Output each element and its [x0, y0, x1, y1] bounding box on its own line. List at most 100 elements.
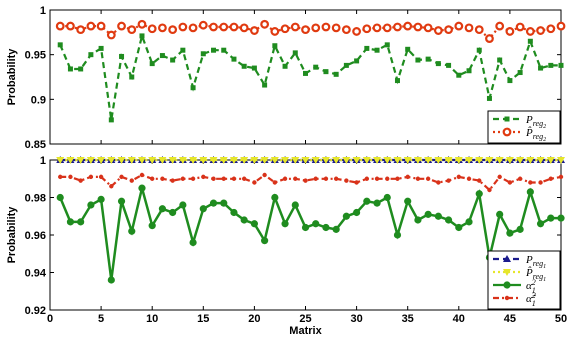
data-point — [262, 82, 268, 88]
x-tick-label: 30 — [350, 313, 362, 325]
data-point — [342, 157, 351, 164]
data-point — [301, 157, 310, 164]
legend-label: α̃2 1 — [526, 291, 537, 308]
data-point — [160, 176, 165, 181]
x-tick-label: 10 — [146, 313, 158, 325]
x-tick-label: 15 — [197, 313, 209, 325]
data-point — [413, 157, 422, 164]
legend-box — [487, 250, 561, 310]
data-point — [384, 42, 390, 48]
data-point — [311, 23, 321, 33]
y-tick-label: 1 — [40, 155, 46, 167]
data-point — [354, 58, 360, 64]
data-point — [505, 27, 515, 36]
y-tick-label: 0.95 — [25, 50, 46, 62]
data-point — [147, 24, 157, 34]
data-point — [466, 68, 472, 74]
data-point — [148, 222, 156, 230]
data-point — [129, 178, 134, 183]
data-point — [303, 178, 308, 183]
data-point — [139, 33, 145, 39]
data-point — [86, 157, 95, 164]
data-point — [178, 157, 187, 164]
data-point — [281, 220, 289, 228]
data-point — [354, 180, 359, 185]
x-tick-label: 40 — [453, 313, 465, 325]
data-point — [148, 157, 157, 164]
data-point — [538, 180, 543, 185]
data-point — [178, 22, 188, 32]
data-point — [271, 193, 279, 202]
data-point — [323, 176, 329, 181]
data-point — [331, 23, 341, 33]
data-point — [373, 157, 382, 164]
data-point — [76, 157, 85, 164]
data-point — [293, 176, 298, 181]
data-point — [495, 157, 504, 164]
data-point — [108, 117, 114, 123]
data-point — [66, 21, 75, 31]
data-point — [188, 23, 198, 33]
data-point — [425, 176, 431, 181]
data-point — [485, 157, 494, 164]
data-point — [68, 174, 73, 180]
data-point — [270, 27, 280, 36]
data-point — [476, 47, 482, 53]
data-point — [190, 85, 196, 91]
data-point — [117, 157, 126, 164]
data-point — [280, 24, 290, 34]
data-point — [517, 176, 523, 181]
x-tick-label: 45 — [504, 313, 516, 325]
data-point — [557, 214, 565, 222]
data-point — [557, 157, 565, 164]
data-point — [198, 20, 208, 30]
data-point — [321, 22, 331, 32]
y-axis-label: Probability — [6, 206, 18, 264]
legend-marker — [504, 116, 510, 122]
data-point — [332, 225, 340, 233]
data-point — [546, 157, 555, 164]
data-point — [405, 46, 411, 52]
legend-marker — [504, 295, 510, 301]
data-point — [189, 238, 197, 247]
data-point — [333, 176, 339, 181]
data-point — [77, 218, 85, 226]
data-point — [282, 176, 288, 181]
data-point — [536, 26, 545, 35]
data-point — [57, 42, 63, 48]
data-point — [444, 216, 453, 224]
data-point — [98, 174, 104, 180]
data-point — [107, 276, 115, 284]
data-point — [252, 180, 257, 185]
data-point — [497, 57, 503, 63]
y-tick-label: 0.92 — [25, 305, 46, 317]
data-point — [159, 53, 165, 59]
data-point — [249, 26, 259, 35]
data-point — [58, 174, 63, 180]
data-point — [158, 205, 167, 213]
data-point — [515, 22, 525, 32]
data-point — [88, 52, 94, 58]
y-tick-label: 0.94 — [25, 268, 47, 280]
data-point — [96, 21, 106, 31]
data-point — [383, 157, 392, 164]
data-point — [117, 197, 126, 205]
data-point — [180, 176, 186, 181]
data-point — [119, 53, 125, 59]
x-tick-label: 5 — [98, 313, 104, 325]
data-point — [231, 176, 237, 181]
legend-label: α2 1 — [526, 278, 536, 295]
legend-label: P̂reg1 — [525, 266, 546, 283]
data-point — [250, 220, 258, 228]
data-point — [547, 214, 555, 222]
data-point — [261, 237, 269, 245]
data-point — [168, 25, 178, 35]
data-point — [281, 157, 290, 164]
data-point — [558, 62, 564, 68]
data-point — [525, 27, 535, 36]
data-point — [107, 157, 116, 164]
series-1 — [56, 157, 565, 164]
data-point — [128, 227, 136, 235]
